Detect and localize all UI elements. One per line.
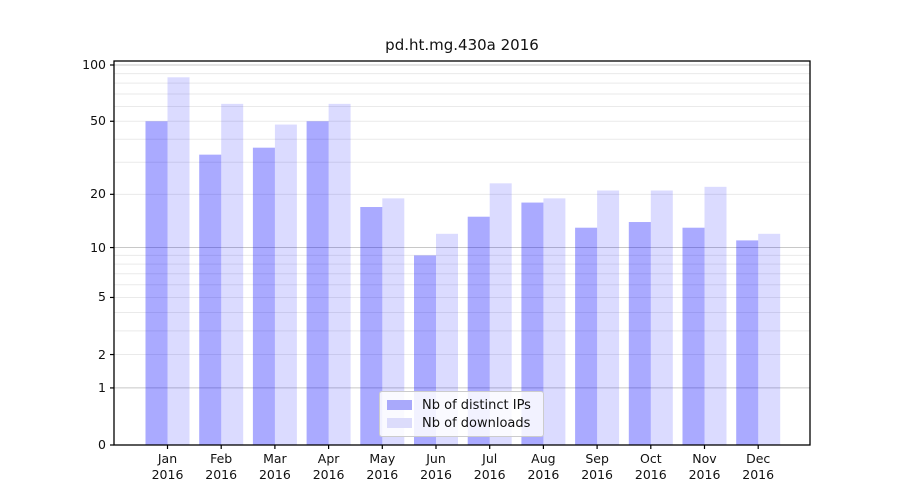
- x-tick-year-oct: 2016: [634, 467, 667, 482]
- x-tick-year-jul: 2016: [473, 467, 506, 482]
- bar-distinct-ips-jul: [467, 216, 490, 445]
- x-tick-month-jun: Jun: [426, 451, 446, 466]
- bar-distinct-ips-feb: [199, 154, 222, 445]
- y-tick-label-2: 2: [98, 346, 106, 362]
- x-tick-month-apr: Apr: [317, 451, 340, 466]
- x-tick-year-aug: 2016: [527, 467, 560, 482]
- bar-downloads-dec: [758, 233, 781, 445]
- legend-swatch-downloads: [387, 418, 412, 428]
- bar-distinct-ips-aug: [521, 202, 544, 445]
- bar-downloads-mar: [274, 124, 297, 446]
- y-tick-label-1: 1: [98, 379, 106, 395]
- x-tick-label-jun: Jun 2016: [404, 451, 468, 483]
- x-tick-month-jul: Jul: [482, 451, 498, 466]
- x-tick-month-mar: Mar: [263, 451, 287, 466]
- bar-downloads-oct: [650, 190, 673, 445]
- bar-downloads-apr: [328, 103, 351, 445]
- bar-distinct-ips-sep: [575, 227, 598, 445]
- x-tick-year-mar: 2016: [258, 467, 291, 482]
- bar-downloads-nov: [704, 186, 727, 446]
- x-tick-label-aug: Aug 2016: [511, 451, 575, 483]
- legend-swatch-distinct-ips: [387, 400, 412, 410]
- bar-downloads-sep: [597, 190, 620, 445]
- x-tick-month-feb: Feb: [210, 451, 233, 466]
- x-tick-label-apr: Apr 2016: [297, 451, 361, 483]
- bar-downloads-may: [382, 198, 405, 445]
- legend-item-downloads: Nb of downloads: [387, 416, 536, 431]
- x-tick-month-may: May: [369, 451, 396, 466]
- x-tick-year-apr: 2016: [312, 467, 345, 482]
- x-tick-label-jul: Jul 2016: [458, 451, 522, 483]
- bar-distinct-ips-jan: [145, 121, 168, 445]
- x-tick-label-oct: Oct 2016: [619, 451, 683, 483]
- bar-distinct-ips-mar: [252, 147, 275, 445]
- bar-downloads-feb: [221, 103, 244, 445]
- x-tick-month-dec: Dec: [746, 451, 771, 466]
- bar-distinct-ips-apr: [306, 121, 329, 445]
- chart-title: pd.ht.mg.430a 2016: [385, 36, 539, 54]
- y-tick-label-0: 0: [98, 437, 106, 452]
- x-tick-label-sep: Sep 2016: [565, 451, 629, 483]
- x-tick-year-jun: 2016: [420, 467, 452, 482]
- x-tick-year-jan: 2016: [151, 467, 184, 482]
- axes-spines: [113, 60, 811, 446]
- bar-distinct-ips-oct: [628, 222, 651, 445]
- legend-label-downloads: Nb of downloads: [422, 415, 531, 431]
- y-tick-label-20: 20: [90, 186, 106, 202]
- x-tick-year-sep: 2016: [581, 467, 613, 482]
- x-tick-year-feb: 2016: [205, 467, 238, 482]
- x-tick-label-jan: Jan 2016: [136, 451, 200, 483]
- y-tick-label-100: 100: [82, 57, 106, 72]
- bar-distinct-ips-dec: [736, 240, 759, 445]
- x-tick-month-nov: Nov: [692, 451, 717, 466]
- legend-label-distinct-ips: Nb of distinct IPs: [422, 397, 531, 413]
- x-tick-label-may: May 2016: [350, 451, 414, 483]
- x-tick-year-nov: 2016: [688, 467, 721, 482]
- y-tick-label-5: 5: [98, 289, 106, 305]
- bar-downloads-jan: [167, 77, 190, 445]
- x-tick-month-aug: Aug: [531, 451, 556, 466]
- bar-distinct-ips-may: [360, 207, 383, 445]
- x-tick-month-jan: Jan: [157, 451, 178, 466]
- x-tick-year-may: 2016: [366, 467, 399, 482]
- x-tick-label-nov: Nov 2016: [673, 451, 737, 483]
- legend-item-distinct-ips: Nb of distinct IPs: [387, 398, 536, 413]
- legend: Nb of distinct IPs Nb of downloads: [379, 391, 544, 437]
- x-tick-year-dec: 2016: [742, 467, 775, 482]
- x-tick-label-dec: Dec 2016: [726, 451, 790, 483]
- bar-downloads-aug: [543, 198, 566, 445]
- x-tick-month-oct: Oct: [639, 451, 662, 466]
- x-tick-label-feb: Feb 2016: [189, 451, 253, 483]
- y-tick-label-50: 50: [90, 113, 106, 129]
- bar-distinct-ips-nov: [682, 227, 705, 445]
- y-tick-label-10: 10: [90, 239, 106, 255]
- bar-downloads-jul: [489, 183, 512, 445]
- x-tick-label-mar: Mar 2016: [243, 451, 307, 483]
- x-tick-month-sep: Sep: [585, 451, 609, 466]
